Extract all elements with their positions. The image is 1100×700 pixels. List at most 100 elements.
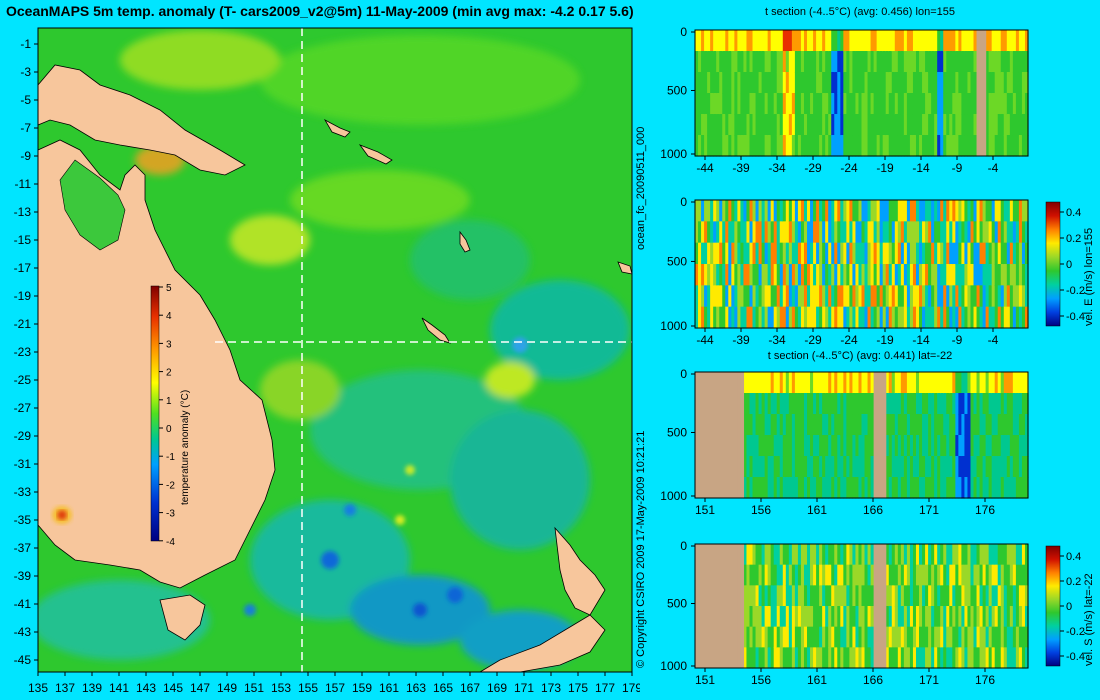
run-id-label: ocean_fc_20090511_000 <box>635 126 647 250</box>
lon-tick-label: 141 <box>109 681 129 695</box>
velocity-colorbar-tick-label: 0.2 <box>1066 576 1081 588</box>
section-y-tick-label: 0 <box>680 195 687 209</box>
section-x-tick-label: -14 <box>912 333 930 347</box>
section-y-tick-label: 1000 <box>660 147 687 161</box>
lon-tick-label: 165 <box>433 681 453 695</box>
section-x-tick-label: -39 <box>732 161 750 175</box>
section-y-tick-label: 500 <box>667 83 687 97</box>
section-x-tick-label: -9 <box>952 333 963 347</box>
velocity-south-section-lat-22: 0 500 1000 151 156 161 166 171 176 0.4 0.2 0 -0.2 -0.… <box>660 539 1095 687</box>
section-x-tick-label: 151 <box>695 673 715 687</box>
colorbar-ticks: 5 4 3 2 1 0 -1 -2 -3 -4 <box>159 283 175 548</box>
section-x-tick-label: 151 <box>695 503 715 517</box>
section-y-tick-label: 0 <box>680 367 687 381</box>
section-x-tick-label: -44 <box>696 333 714 347</box>
section-y-tick-label: 0 <box>680 25 687 39</box>
lon-tick-label: 149 <box>217 681 237 695</box>
copyright-label: © Copyright CSIRO 2009 17-May-2009 10:21… <box>635 430 647 668</box>
section-y-tick-label: 500 <box>667 425 687 439</box>
section-y-tick-label: 1000 <box>660 319 687 333</box>
section-x-tick-label: 166 <box>863 503 883 517</box>
colorbar-tick-label: 5 <box>166 283 172 294</box>
velocity-colorbar-tick-label: 0.4 <box>1066 551 1081 563</box>
lat-tick-label: -15 <box>14 233 32 247</box>
lon-tick-label: 153 <box>271 681 291 695</box>
temperature-colorbar <box>150 285 160 542</box>
lat-tick-label: -13 <box>14 205 32 219</box>
section-y-tick-label: 0 <box>680 539 687 553</box>
lat-tick-label: -7 <box>20 121 31 135</box>
lon-tick-label: 145 <box>163 681 183 695</box>
colorbar-tick-label: -4 <box>166 537 175 548</box>
section-y-tick-label: 1000 <box>660 659 687 673</box>
section-x-tick-label: 166 <box>863 673 883 687</box>
tasmania-land <box>159 594 206 641</box>
section-x-tick-label: -24 <box>840 161 858 175</box>
lon-tick-label: 135 <box>28 681 48 695</box>
lat-tick-label: -11 <box>15 177 32 191</box>
section-x-tick-label: 156 <box>751 503 771 517</box>
temperature-anomaly-map: -1-3-5-7-9-11-13-15-17-19-21-23-25-27-29… <box>14 27 640 695</box>
lon-tick-label: 163 <box>406 681 426 695</box>
colorbar-tick-label: 0 <box>166 424 172 435</box>
lon-tick-label: 143 <box>136 681 156 695</box>
lon-tick-label: 177 <box>595 681 615 695</box>
new-zealand-north-land <box>554 526 606 616</box>
lat-tick-label: -35 <box>14 513 32 527</box>
colorbar-tick-label: 1 <box>166 396 172 407</box>
solomon-islands-land-2 <box>358 144 393 165</box>
lon-tick-label: 157 <box>325 681 345 695</box>
section-x-tick-label: -34 <box>768 161 786 175</box>
lat-tick-label: -43 <box>14 625 32 639</box>
lat-tick-label: -21 <box>14 317 32 331</box>
lat-tick-label: -9 <box>20 149 31 163</box>
colorbar-tick-label: -2 <box>166 480 175 491</box>
gulf-of-carpentaria <box>59 159 126 251</box>
lon-tick-label: 169 <box>487 681 507 695</box>
lon-tick-label: 147 <box>190 681 210 695</box>
papua-new-guinea-land <box>37 64 246 176</box>
lat-tick-label: -37 <box>14 541 32 555</box>
longitude-axis: 135 137 139 141 143 145 147 149 151 153 155 157 159 1… <box>28 672 640 695</box>
velocity-colorbar-tick-label: -0.4 <box>1066 311 1085 323</box>
section-title-1: t section (-4..5°C) (avg: 0.456) lon=155 <box>765 6 955 18</box>
velocity-colorbar-tick-label: -0.4 <box>1066 651 1085 663</box>
section-x-tick-label: -4 <box>988 161 999 175</box>
velocity-colorbar-tick-label: -0.2 <box>1066 285 1085 297</box>
section-x-tick-label: -39 <box>732 333 750 347</box>
section-x-tick-label: -29 <box>804 161 822 175</box>
lon-tick-label: 155 <box>298 681 318 695</box>
lon-tick-label: 171 <box>514 681 534 695</box>
section-x-tick-label: 171 <box>919 503 939 517</box>
lat-tick-label: -3 <box>20 65 31 79</box>
section-x-tick-label: -44 <box>696 161 714 175</box>
velocity-colorbar-label: vel. E (m/s) lon=155 <box>1083 228 1095 326</box>
section-title-3: t section (-4..5°C) (avg: 0.441) lat=-22 <box>767 350 953 362</box>
section-y-tick-label: 1000 <box>660 489 687 503</box>
lon-tick-label: 175 <box>568 681 588 695</box>
colorbar-label: temperature anomaly (°C) <box>180 390 191 505</box>
lat-tick-label: -23 <box>14 345 32 359</box>
lat-tick-label: -19 <box>14 289 32 303</box>
velocity-colorbar-label: vel. S (m/s) lat=-22 <box>1083 573 1095 666</box>
section-x-tick-label: -4 <box>988 333 999 347</box>
section-x-tick-label: 161 <box>807 673 827 687</box>
lon-tick-label: 139 <box>82 681 102 695</box>
section-x-tick-label: -24 <box>840 333 858 347</box>
map-title: OceanMAPS 5m temp. anomaly (T- cars2009_… <box>6 3 634 19</box>
lat-tick-label: -29 <box>14 429 32 443</box>
section-x-tick-label: 176 <box>975 503 995 517</box>
section-x-tick-label: -34 <box>768 333 786 347</box>
new-caledonia-land <box>421 317 451 344</box>
lat-tick-label: -31 <box>14 457 32 471</box>
lat-tick-label: -39 <box>14 569 32 583</box>
lat-tick-label: -25 <box>14 373 32 387</box>
lat-tick-label: -27 <box>14 401 32 415</box>
lat-tick-label: -1 <box>20 37 31 51</box>
section-x-tick-label: -14 <box>912 161 930 175</box>
section-x-tick-label: 176 <box>975 673 995 687</box>
velocity-east-section-lon155: 0 500 1000 -44 -39 -34 -29 -24 -19 -14 -9 -4 0.4 0.2 0… <box>660 195 1095 347</box>
velocity-colorbar-tick-label: 0 <box>1066 259 1072 271</box>
lon-tick-label: 159 <box>352 681 372 695</box>
lat-tick-label: -45 <box>14 653 32 667</box>
